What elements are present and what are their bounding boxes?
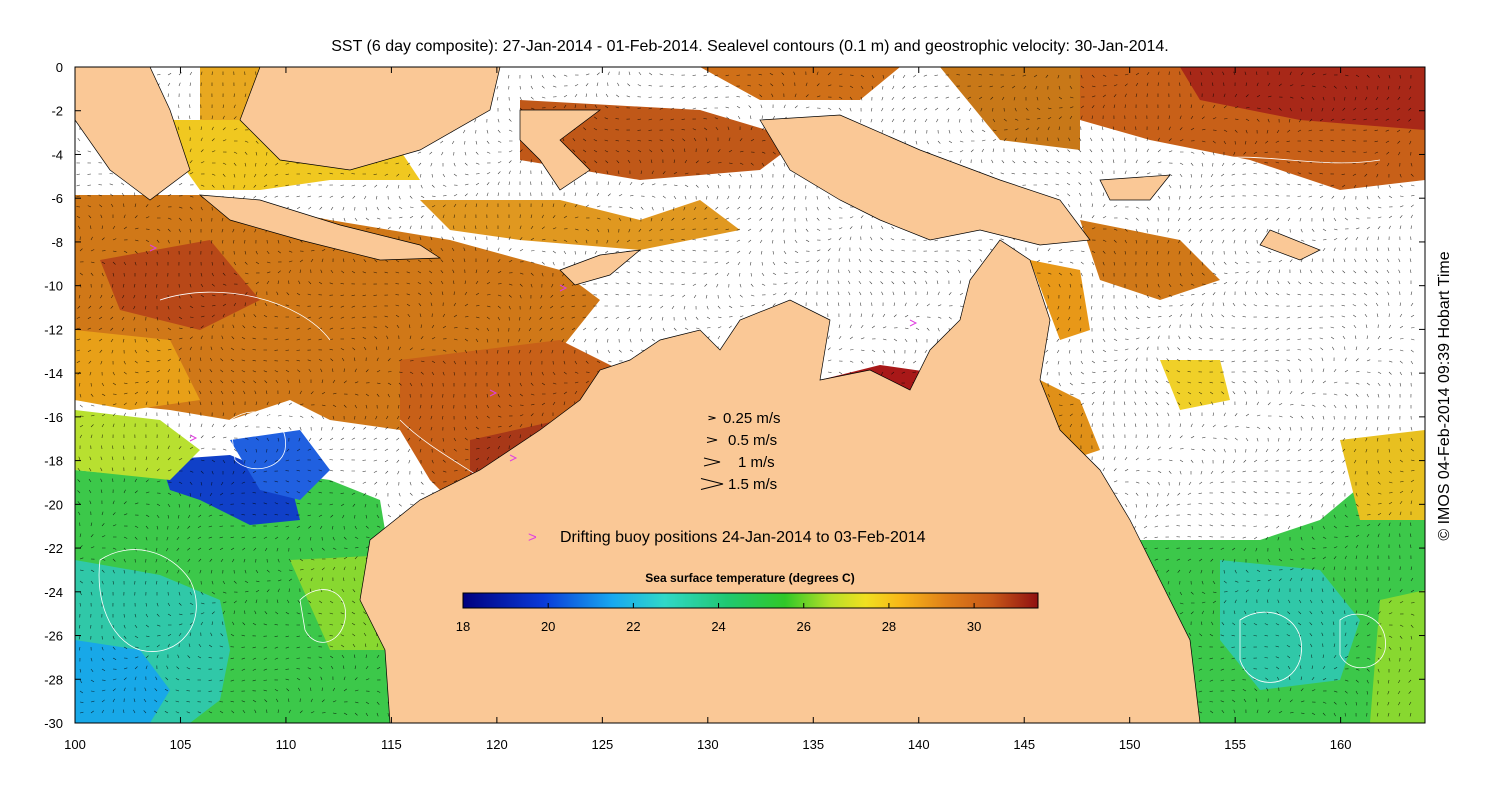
lat-tick-label: -16 [44,410,63,425]
velocity-legend-arrow [703,457,721,467]
lat-tick-label: 0 [56,60,63,75]
buoy-legend-label: Drifting buoy positions 24-Jan-2014 to 0… [560,529,926,546]
colorbar-ticks: 18 20 22 24 26 28 30 [456,603,981,634]
lon-tick-label: 130 [697,737,719,752]
lon-tick-label: 140 [908,737,930,752]
lon-tick-label: 150 [1119,737,1141,752]
latitude-axis: 0 -2 -4 -6 -8 -10 -12 -14 -16 -18 -20 -22 -24 -26 -28 -… [44,60,1425,731]
sst-colorbar: Sea surface temperature (degrees C) 18 20… [456,571,1039,634]
colorbar-tick-label: 30 [967,619,981,634]
colorbar-tick-label: 22 [626,619,640,634]
lat-tick-label: -12 [44,322,63,337]
map-field [75,67,1425,723]
lon-tick-label: 110 [276,737,297,752]
lat-tick-label: -24 [44,585,63,600]
colorbar-gradient [462,592,1039,609]
lat-tick-label: -30 [44,716,63,731]
colorbar-tick-label: 28 [882,619,896,634]
velocity-legend-arrow [708,415,716,421]
velocity-legend-label: 0.5 m/s [728,432,777,449]
buoy-legend-symbol: > [528,529,537,546]
lon-tick-label: 120 [486,737,508,752]
lon-tick-label: 155 [1224,737,1246,752]
lon-tick-label: 145 [1013,737,1035,752]
velocity-legend: 0.25 m/s 0.5 m/s 1 m/s 1.5 m/s [700,410,781,493]
lon-tick-label: 125 [591,737,613,752]
velocity-legend-label: 1 m/s [738,454,775,471]
lat-tick-label: -8 [51,235,63,250]
lat-tick-label: -18 [44,454,63,469]
lon-tick-label: 135 [802,737,824,752]
lat-tick-label: -10 [44,279,63,294]
colorbar-tick-label: 26 [797,619,811,634]
map-title: SST (6 day composite): 27-Jan-2014 - 01-… [331,38,1169,55]
velocity-legend-label: 0.25 m/s [723,410,781,427]
lon-tick-label: 100 [64,737,86,752]
lat-tick-label: -2 [51,104,63,119]
lat-tick-label: -20 [44,497,63,512]
lon-tick-label: 160 [1330,737,1352,752]
lat-tick-label: -14 [44,366,63,381]
lat-tick-label: -26 [44,629,63,644]
colorbar-tick-label: 24 [711,619,725,634]
lat-tick-label: -28 [44,672,63,687]
lat-tick-label: -6 [51,191,63,206]
lon-tick-label: 115 [381,737,402,752]
buoy-legend: > Drifting buoy positions 24-Jan-2014 to… [528,529,926,546]
colorbar-title: Sea surface temperature (degrees C) [645,571,854,585]
lat-tick-label: -4 [51,147,63,162]
velocity-legend-arrow [700,478,724,490]
credit-text: © IMOS 04-Feb-2014 09:39 Hobart Time [1436,251,1453,541]
drifting-buoy-tracks [149,244,918,462]
lon-tick-label: 105 [170,737,192,752]
velocity-legend-label: 1.5 m/s [728,476,777,493]
velocity-legend-arrow [706,437,718,443]
plot-frame [74,66,1426,724]
longitude-axis: 100 105 110 115 120 125 130 135 140 145 150 155 160 [64,67,1351,752]
colorbar-tick-label: 18 [456,619,470,634]
lat-tick-label: -22 [44,541,63,556]
colorbar-tick-label: 20 [541,619,555,634]
